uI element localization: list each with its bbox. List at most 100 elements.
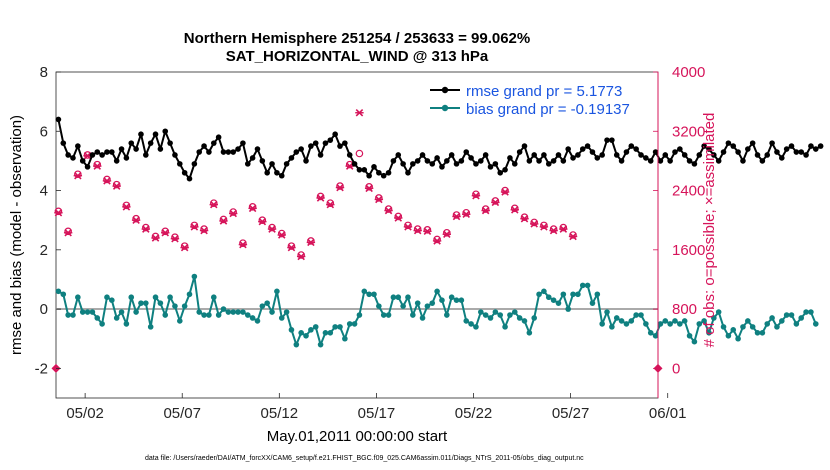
bias-point (769, 315, 775, 321)
bias-point (633, 312, 639, 318)
bias-point (594, 291, 601, 298)
obs-possible-marker (190, 221, 199, 230)
bias-point (109, 297, 115, 304)
obs-assimilated-marker (306, 238, 316, 247)
bias-point (453, 297, 460, 304)
rmse-point (754, 152, 761, 158)
rmse-point (788, 143, 795, 149)
rmse-point (633, 146, 639, 152)
rmse-point (817, 143, 824, 149)
bias-point (740, 324, 746, 330)
rmse-point (531, 152, 538, 158)
x-tick-label: 05/27 (552, 405, 590, 422)
rmse-point (322, 140, 329, 146)
obs-possible-marker (287, 242, 296, 250)
rmse-point (589, 149, 596, 155)
rmse-point (677, 146, 683, 152)
rmse-point (162, 128, 169, 135)
rmse-point (701, 143, 707, 149)
y2-tick-label: 1600 (672, 242, 705, 259)
bias-point (725, 332, 732, 339)
rmse-point (269, 161, 275, 167)
bias-point (473, 324, 479, 330)
obs-assimilated-marker (122, 203, 131, 211)
bias-point (60, 291, 67, 298)
obs-possible-marker (277, 229, 286, 238)
x-tick-label: 05/22 (455, 405, 493, 422)
obs-possible-marker (112, 180, 121, 189)
rmse-point (308, 143, 314, 149)
bias-point (570, 291, 576, 298)
bias-point (414, 300, 421, 306)
obs-possible-marker (151, 232, 160, 241)
obs-possible-marker (462, 208, 471, 217)
rmse-point (623, 149, 630, 155)
obs-assimilated-marker (481, 206, 490, 215)
rmse-point (444, 158, 450, 164)
bias-point (240, 309, 246, 315)
rmse-point (113, 158, 120, 164)
rmse-point (628, 143, 635, 149)
bias-point (521, 318, 528, 324)
rmse-point (351, 161, 358, 167)
bias-point (113, 315, 120, 321)
bias-point (220, 306, 227, 312)
rmse-point (526, 158, 533, 164)
rmse-point (414, 158, 421, 164)
bias-point (395, 294, 402, 301)
rmse-point (123, 155, 130, 161)
obs-possible-marker (74, 170, 82, 179)
bias-point (579, 282, 586, 289)
bias-point (264, 300, 270, 306)
bias-point (225, 309, 232, 315)
bias-point (657, 321, 664, 327)
bias-point (157, 300, 164, 306)
x-axis-ticks: 05/02 05/07 05/12 05/17 05/22 05/27 06/01 (66, 393, 686, 422)
rmse-point (749, 140, 756, 146)
rmse-point (128, 140, 135, 146)
obs-possible-marker (142, 223, 150, 232)
rmse-point (706, 146, 712, 152)
rmse-point (691, 161, 698, 167)
bias-point (283, 309, 290, 315)
y-tick-label: 6 (40, 123, 48, 140)
bias-point (584, 282, 591, 289)
obs-assimilated-marker (180, 243, 189, 252)
bias-point (565, 306, 571, 312)
obs-assimilated-marker (520, 214, 529, 223)
rmse-point (774, 149, 780, 155)
rmse-point (84, 164, 91, 170)
bias-point (118, 309, 125, 315)
rmse-point (366, 172, 372, 179)
bias-point (618, 318, 625, 324)
rmse-point (75, 143, 81, 149)
y2-tick-label: 0 (672, 360, 680, 377)
rmse-point (740, 158, 746, 164)
obs-possible-marker (161, 227, 170, 236)
bias-point (511, 309, 518, 315)
bias-point (405, 294, 411, 301)
rmse-point (477, 158, 484, 164)
bias-point (793, 321, 800, 327)
rmse-point (254, 146, 261, 152)
bias-point (647, 330, 654, 336)
bias-point (123, 321, 130, 327)
bias-point (526, 330, 533, 336)
bias-point (94, 315, 101, 321)
rmse-point (303, 158, 309, 164)
bias-point (380, 312, 387, 318)
rmse-point (235, 146, 241, 152)
rmse-point (70, 155, 76, 161)
bias-point (356, 312, 363, 318)
bias-point (759, 330, 766, 336)
rmse-point (264, 169, 270, 176)
obs-possible-marker (229, 208, 238, 216)
obs-possible-marker (64, 227, 72, 236)
bias-point (516, 315, 523, 321)
plot-area (55, 71, 659, 399)
rmse-point (371, 164, 377, 170)
obs-assimilated-marker (374, 195, 384, 204)
rmse-point (516, 149, 523, 155)
obs-possible-marker (219, 215, 228, 224)
bias-point (332, 324, 338, 330)
